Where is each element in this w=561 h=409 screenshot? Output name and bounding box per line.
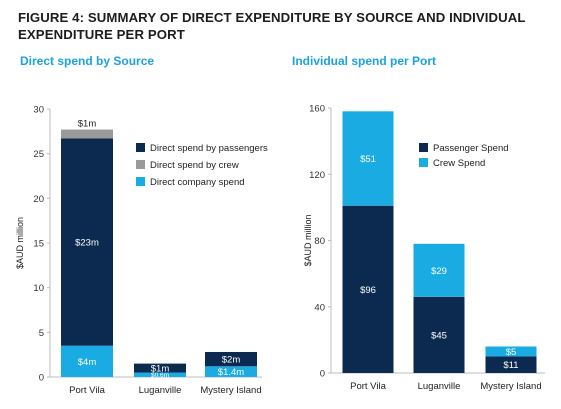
- bar-segment: [205, 351, 257, 367]
- legend-swatch: [136, 177, 145, 186]
- bar-segment: [134, 363, 186, 373]
- category-label: Port Vila: [69, 385, 105, 396]
- legend-swatch: [136, 160, 145, 169]
- right-chart-title: Individual spend per Port: [292, 54, 437, 68]
- category-label: Mystery Island: [200, 385, 261, 396]
- data-label: $96: [360, 285, 376, 296]
- y-tick-label: 30: [33, 105, 44, 116]
- figure-title: FIGURE 4: SUMMARY OF DIRECT EXPENDITURE …: [18, 10, 526, 42]
- data-label: $2m: [222, 355, 241, 366]
- legend-label: Crew Spend: [433, 158, 485, 169]
- data-label: $29: [431, 266, 447, 277]
- bar-segment: [205, 366, 257, 377]
- y-tick-label: 160: [309, 104, 325, 115]
- legend-label: Direct spend by crew: [150, 160, 239, 171]
- legend-swatch: [136, 143, 145, 152]
- y-tick-label: 15: [33, 239, 44, 250]
- y-tick-label: 40: [314, 302, 325, 313]
- y-axis-label: $AUD million: [15, 217, 25, 269]
- data-label: $1m: [78, 119, 97, 130]
- bar-segment: [413, 296, 465, 373]
- bar-segment: [485, 346, 537, 357]
- data-label: $51: [360, 154, 376, 165]
- y-tick-label: 5: [39, 328, 44, 339]
- left-chart-title: Direct spend by Source: [20, 54, 155, 68]
- y-tick-label: 20: [33, 194, 44, 205]
- data-label: $45: [431, 330, 447, 341]
- y-tick-label: 0: [39, 373, 44, 384]
- bar-segment: [342, 205, 394, 373]
- legend-label: Direct company spend: [150, 177, 245, 188]
- category-label: Port Vila: [350, 381, 386, 392]
- y-tick-label: 80: [314, 236, 325, 247]
- legend-swatch: [419, 158, 428, 167]
- legend-label: Passenger Spend: [433, 143, 509, 154]
- bar-segment: [413, 243, 465, 297]
- data-label: $23m: [75, 238, 99, 249]
- y-axis-label: $AUD million: [303, 214, 313, 266]
- legend-swatch: [419, 143, 428, 152]
- bar-segment: [134, 372, 186, 377]
- data-label: $5: [506, 347, 517, 358]
- category-label: Luganville: [139, 385, 182, 396]
- data-label: $11: [503, 360, 518, 371]
- legend-label: Direct spend by passengers: [150, 143, 268, 154]
- data-label: $1m: [151, 364, 170, 375]
- bar-segment: [485, 356, 537, 373]
- y-tick-label: 120: [309, 170, 325, 181]
- data-label: $1.4m: [218, 367, 244, 378]
- data-label: $0.6m: [151, 372, 169, 379]
- category-label: Mystery Island: [480, 381, 541, 392]
- category-label: Luganville: [418, 381, 461, 392]
- y-tick-label: 25: [33, 149, 44, 160]
- bar-segment: [61, 345, 113, 377]
- bar-segment: [342, 111, 394, 206]
- y-tick-label: 10: [33, 283, 44, 294]
- bar-segment: [61, 138, 113, 346]
- data-label: $4m: [78, 357, 97, 368]
- bar-segment: [61, 129, 113, 139]
- y-tick-label: 0: [320, 369, 325, 380]
